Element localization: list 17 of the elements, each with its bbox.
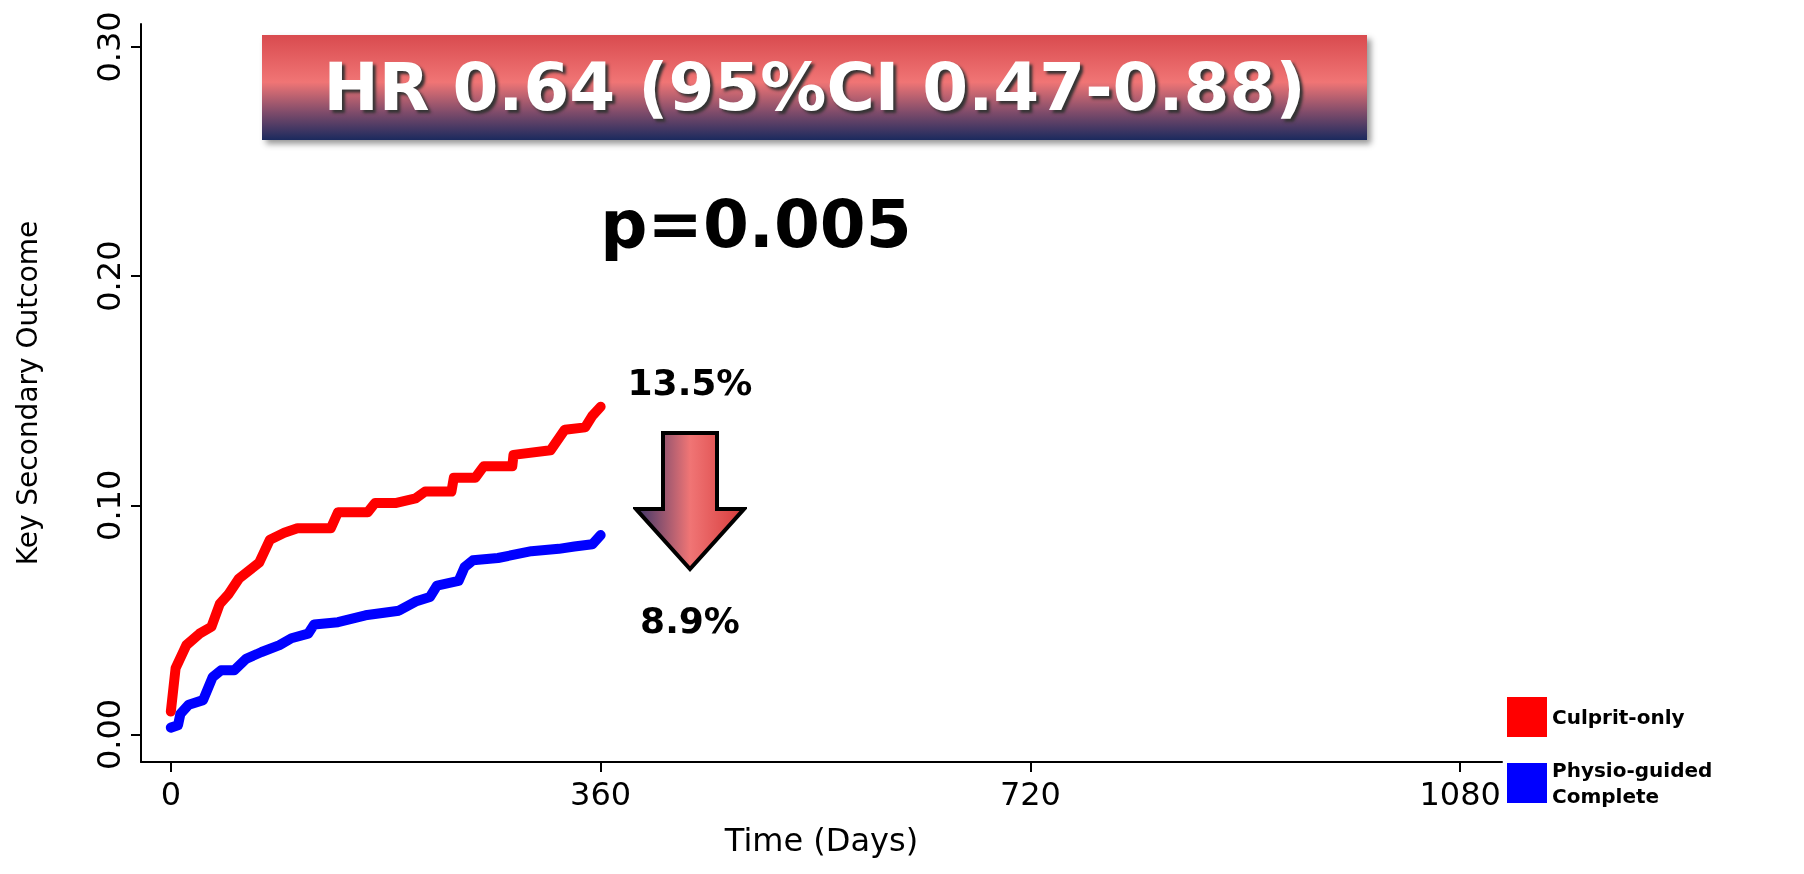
annotation: 8.9% [639,599,741,643]
legend-label: Culprit-only [1552,705,1685,729]
annotation: 13.5% [626,361,754,405]
banner-box: HR 0.64 (95%CI 0.47-0.88) [262,35,1367,140]
x-tick-label: 360 [570,775,632,813]
annotation: p=0.005 [599,185,913,265]
legend-label: Physio-guided Complete [1552,758,1720,808]
y-tick-label: 0.20 [90,240,128,312]
y-axis-title: Key Secondary Outcome [10,220,44,566]
y-tick-label: 0.30 [90,11,128,83]
annotation: HR 0.64 (95%CI 0.47-0.88) [323,49,1306,126]
y-tick-label: 0.00 [90,698,128,771]
x-tick-label: 1080 [1419,775,1501,813]
x-tick-label: 0 [160,775,182,813]
y-tick-label: 0.10 [90,469,128,541]
x-axis-title: Time (Days) [723,821,919,859]
x-tick-label: 720 [999,775,1061,813]
